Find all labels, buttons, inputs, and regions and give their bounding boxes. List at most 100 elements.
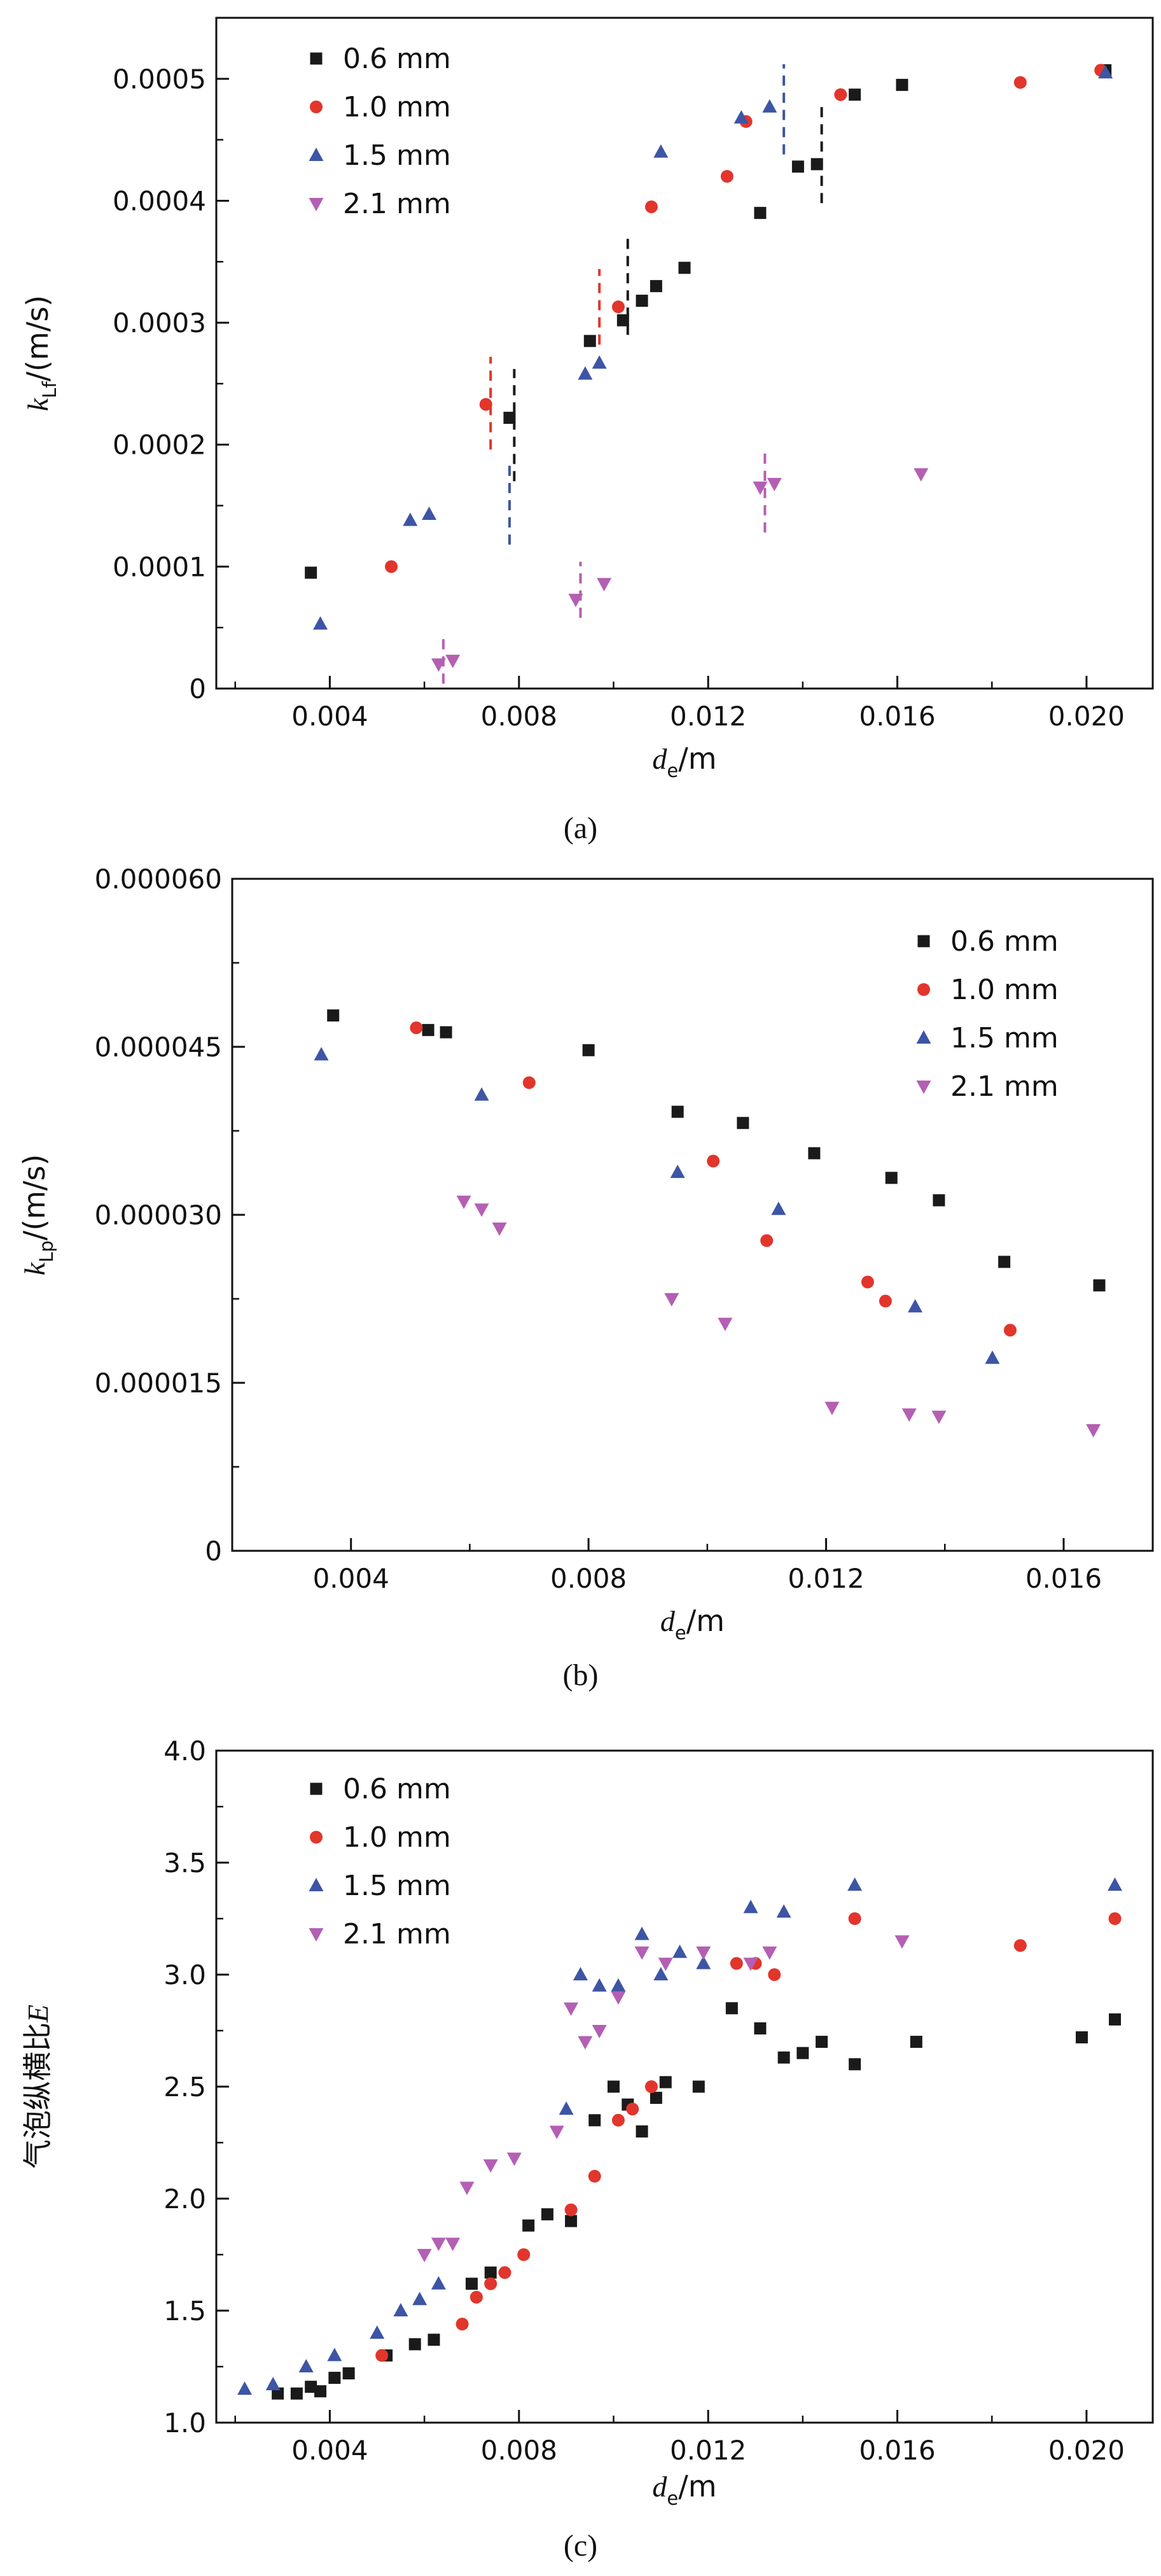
triangle-down-marker [664,1293,679,1306]
y-tick-label: 4.0 [163,1735,206,1767]
circle-marker [720,170,733,183]
x-tick-label: 0.004 [313,1563,389,1594]
legend-item: 0.6 mm [310,1773,451,1805]
triangle-up-marker [403,512,418,526]
error-bars [441,64,823,684]
series-0.6mm-points [327,1009,1106,1292]
circle-marker [479,398,492,411]
triangle-up-marker [743,1900,758,1914]
legend-item: 2.1 mm [309,1918,451,1950]
square-marker [310,1782,323,1795]
triangle-down-marker [767,478,782,492]
triangle-up-marker [847,1877,863,1891]
circle-marker [1003,1324,1017,1337]
square-marker [849,88,861,101]
triangle-up-marker [573,1967,588,1980]
legend: 0.6 mm 1.0 mm 1.5 mm 2.1 mm [916,925,1059,1103]
y-tick-label: 0.000015 [95,1368,222,1399]
y-tick-label: 2.5 [163,2071,206,2103]
square-marker [808,1147,821,1159]
square-marker [933,1194,945,1207]
square-marker [636,295,648,307]
triangle-up-marker [578,366,593,380]
circle-marker [611,300,625,314]
circle-marker [730,1957,743,1970]
legend-label: 1.5 mm [343,1870,451,1902]
triangle-up-marker [237,2381,253,2395]
circle-marker [517,2248,531,2261]
triangle-down-marker [492,1222,507,1236]
triangle-up-marker [431,2276,446,2290]
triangle-up-marker [653,1967,669,1980]
circle-marker [1108,1912,1122,1925]
circle-marker [879,1294,892,1308]
triangle-down-marker [931,1410,947,1424]
triangle-down-marker [901,1408,917,1422]
triangle-up-marker [672,1944,688,1958]
square-marker [582,1044,595,1056]
triangle-down-marker [564,2002,579,2016]
circle-marker [644,2080,658,2093]
panel-label-b: (b) [562,1658,599,1692]
y-tick-label: 1.0 [163,2407,206,2439]
figure-panel-b: 0.004 0.008 0.012 0.016 0 0.000015 0.000030 0.0… [0,858,1161,1705]
circle-marker [861,1275,874,1289]
y-tick-label: 3.0 [163,1959,206,1991]
circle-marker [310,101,323,113]
circle-marker [626,2103,639,2116]
square-marker [998,1256,1011,1268]
square-marker [671,1105,684,1118]
series-0.6mm-points [305,64,1112,579]
square-marker [408,2338,421,2351]
legend-label: 2.1 mm [343,188,451,220]
square-marker [503,412,516,424]
x-tick-label: 0.016 [1025,1563,1102,1594]
x-tick-label: 0.016 [859,701,935,732]
triangle-up-marker [592,1978,607,1992]
legend-label: 0.6 mm [343,43,451,75]
triangle-down-marker [696,1946,711,1960]
triangle-up-marker [309,1878,324,1891]
y-tick-label: 0.0001 [113,551,206,582]
y-tick-label: 0.000060 [95,864,222,895]
x-tick-label: 0.012 [670,701,746,732]
legend-item: 2.1 mm [916,1070,1059,1103]
square-marker [1075,2031,1088,2044]
square-marker [428,2334,440,2346]
series-0.6mm-points [272,2002,1122,2400]
triangle-down-marker [916,1081,931,1094]
square-marker [484,2266,497,2279]
y-tick-label: 1.5 [163,2295,206,2327]
square-marker [465,2278,478,2290]
y-tick-label: 2.0 [163,2183,206,2215]
x-tick-label: 0.008 [550,1563,627,1594]
y-tick-label: 0.0003 [113,307,206,339]
triangle-up-marker [762,99,777,113]
triangle-up-marker [1098,65,1113,79]
circle-marker [522,1076,536,1089]
square-marker [588,2114,601,2127]
square-marker [305,566,317,579]
square-marker [796,2047,809,2059]
circle-marker [469,2290,483,2304]
legend-label: 1.0 mm [343,91,451,123]
y-tick-label: 0.0002 [113,430,206,461]
square-marker [314,2385,327,2398]
square-marker [1109,2013,1122,2026]
square-marker [1093,1279,1106,1292]
triangle-up-marker [592,355,607,369]
triangle-down-marker [445,2237,461,2251]
square-marker [342,2367,355,2380]
triangle-up-marker [412,2292,428,2306]
triangle-up-marker [265,2377,281,2391]
triangle-up-marker [696,1956,711,1970]
square-marker [440,1026,452,1039]
circle-marker [385,560,398,573]
circle-marker [834,88,847,101]
triangle-up-marker [393,2303,408,2316]
triangle-down-marker [309,1928,324,1942]
y-tick-label: 3.5 [163,1847,206,1879]
triangle-down-marker [658,1957,673,1971]
chart-a-canvas: 0.004 0.008 0.012 0.016 0.020 0 0.0001 0.0002 0.… [20,17,1154,781]
triangle-up-marker [422,506,437,520]
